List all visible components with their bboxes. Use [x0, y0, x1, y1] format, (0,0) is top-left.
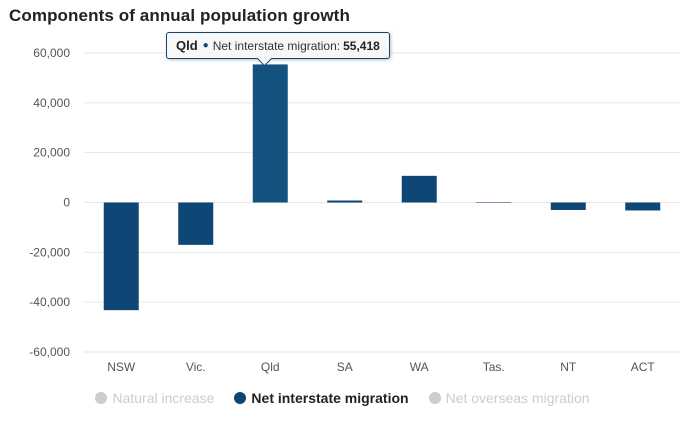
bar-wa[interactable] — [401, 175, 437, 203]
x-axis-ticks: NSW Vic. Qld SA WA Tas. NT ACT — [107, 360, 655, 374]
chart-title: Components of annual population growth — [9, 6, 350, 25]
gridlines — [84, 52, 680, 353]
y-tick-label: 20,000 — [33, 146, 70, 160]
bar-nt[interactable] — [550, 202, 586, 210]
bar-nsw[interactable] — [103, 202, 139, 311]
bar-qld[interactable] — [252, 64, 288, 203]
tooltip: Qld ● Net interstate migration: 55,418 — [166, 32, 390, 59]
tooltip-series-dot-icon: ● — [202, 40, 209, 51]
tooltip-value: 55,418 — [343, 38, 380, 53]
bars — [103, 64, 661, 311]
x-tick-label: Vic. — [186, 360, 206, 374]
legend-swatch-icon — [234, 392, 247, 404]
x-tick-label: Tas. — [483, 360, 505, 374]
y-axis-ticks: 60,000 40,000 20,000 0 -20,000 -40,000 -60,000 — [29, 46, 70, 359]
legend: Natural increase Net interstate migratio… — [0, 390, 685, 406]
tooltip-category: Qld — [176, 38, 198, 53]
bar-sa[interactable] — [327, 200, 363, 203]
x-tick-label: NT — [560, 360, 577, 374]
legend-label: Natural increase — [112, 390, 215, 406]
y-tick-label: 0 — [63, 196, 70, 210]
x-tick-label: Qld — [261, 360, 280, 374]
legend-swatch-icon — [95, 392, 108, 404]
y-tick-label: 60,000 — [33, 46, 70, 60]
y-tick-label: -60,000 — [29, 345, 70, 359]
x-tick-label: ACT — [631, 360, 656, 374]
bar-act[interactable] — [625, 202, 661, 211]
x-tick-label: NSW — [107, 360, 136, 374]
legend-item-net-overseas-migration[interactable]: Net overseas migration — [428, 390, 590, 406]
legend-item-natural-increase[interactable]: Natural increase — [95, 390, 214, 406]
x-tick-label: SA — [337, 360, 353, 374]
legend-label: Net overseas migration — [445, 390, 590, 406]
y-tick-label: -40,000 — [29, 295, 70, 309]
bar-vic[interactable] — [178, 202, 214, 245]
legend-item-net-interstate-migration[interactable]: Net interstate migration — [234, 390, 409, 406]
y-tick-label: -20,000 — [29, 245, 70, 259]
tooltip-series-name: Net interstate migration: — [212, 38, 341, 53]
legend-label: Net interstate migration — [251, 390, 409, 406]
y-tick-label: 40,000 — [33, 96, 70, 110]
legend-swatch-icon — [428, 392, 441, 404]
x-tick-label: WA — [410, 360, 429, 374]
